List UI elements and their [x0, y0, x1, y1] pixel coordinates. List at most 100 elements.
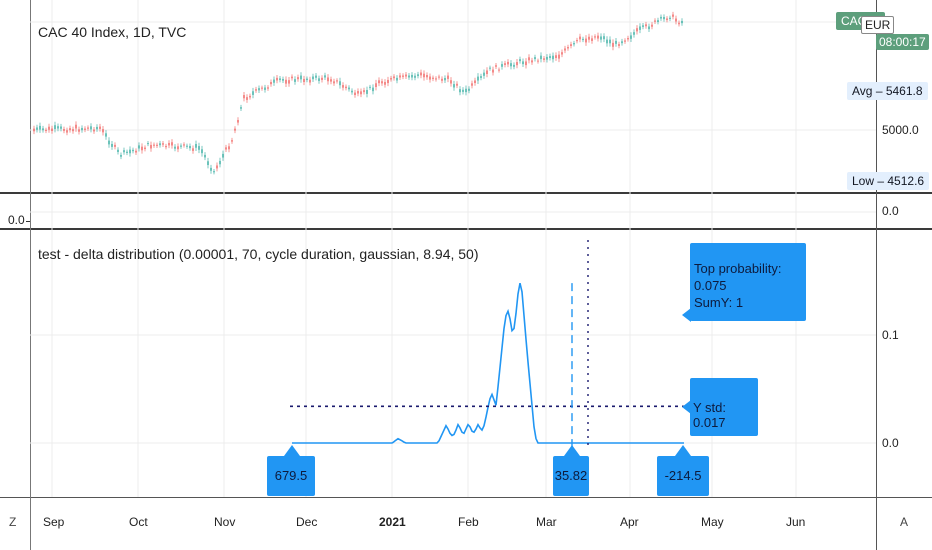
candle-body [435, 78, 437, 80]
low-label-text: Low [852, 174, 875, 188]
candle-body [573, 43, 575, 45]
candle-body [291, 76, 293, 79]
candle-body [642, 25, 644, 27]
indicator-plot [290, 240, 686, 455]
sumy-label: SumY: [694, 295, 733, 310]
ystd-callout: Y std: 0.017 [690, 378, 758, 436]
candle-body [525, 61, 527, 66]
candle-body [681, 20, 683, 24]
candle-body [156, 144, 158, 146]
candle-body [513, 64, 515, 67]
peak-cycle-pointer [564, 445, 580, 456]
candle-body [570, 44, 572, 47]
pane-divider-2[interactable] [0, 228, 932, 230]
time-axis-border [0, 497, 932, 498]
candle-body [558, 54, 560, 59]
candle-body [498, 69, 500, 71]
candle-body [666, 18, 668, 21]
candle-body [600, 36, 602, 40]
candle-body [618, 44, 620, 46]
time-label-2021: 2021 [379, 515, 406, 529]
auto-scale-button[interactable]: A [900, 515, 909, 529]
candle-body [141, 146, 143, 151]
candle-body [111, 143, 113, 147]
candle-body [660, 16, 662, 19]
candle-body [678, 22, 680, 25]
low-label: Low – 4512.6 [847, 172, 930, 190]
time-label-nov: Nov [214, 515, 236, 529]
candle-body [651, 24, 653, 27]
candle-body [531, 60, 533, 63]
indicator-axis-tick-0-0: 0.0 [882, 436, 899, 450]
candle-body [204, 154, 206, 158]
candle-body [609, 39, 611, 44]
time-label-mar: Mar [536, 515, 557, 529]
candle-body [543, 58, 545, 60]
candle-body [582, 38, 584, 41]
low-value: 4512.6 [887, 174, 925, 188]
candle-body [246, 97, 248, 100]
candle-body [438, 76, 440, 78]
time-label-feb: Feb [458, 515, 479, 529]
candle-body [360, 91, 362, 95]
candle-body [225, 147, 227, 150]
candle-body [219, 160, 221, 165]
candle-body [423, 73, 425, 78]
candle-body [279, 78, 281, 81]
candle-body [636, 28, 638, 32]
candle-body [507, 61, 509, 65]
avg-value: 5461.8 [885, 84, 923, 98]
candle-body [210, 167, 212, 171]
candle-body [444, 77, 446, 81]
candle-body [213, 171, 215, 173]
peak-cycle-value: 35.82 [554, 468, 588, 483]
candle-body [459, 89, 461, 93]
candle-body [528, 57, 530, 61]
candle-body [90, 126, 92, 130]
time-label-dec: Dec [296, 515, 318, 529]
candle-body [114, 144, 116, 147]
candle-body [195, 144, 197, 148]
candle-body [561, 52, 563, 55]
candle-body [462, 89, 464, 92]
candle-body [441, 78, 443, 81]
candle-body [45, 129, 47, 132]
candle-body [48, 126, 50, 130]
candle-body [555, 55, 557, 59]
indicator-axis-tick-0-1: 0.1 [882, 328, 899, 342]
candle-body [549, 56, 551, 59]
candle-body [552, 55, 554, 60]
candle-body [669, 17, 671, 19]
candle-body [612, 42, 614, 47]
candle-body [504, 63, 506, 65]
candle-body [585, 38, 587, 43]
candle-body [387, 79, 389, 84]
candle-body [591, 38, 593, 41]
candle-body [180, 145, 182, 147]
candle-body [411, 74, 413, 78]
time-label-apr: Apr [620, 515, 639, 529]
candle-body [342, 85, 344, 88]
candle-body [255, 89, 257, 91]
candle-body [273, 79, 275, 83]
candle-body [240, 107, 242, 109]
candle-body [654, 20, 656, 22]
candle-body [150, 144, 152, 149]
candle-body [522, 61, 524, 65]
candle-body [486, 70, 488, 75]
candle-body [303, 78, 305, 83]
candle-body [366, 90, 368, 94]
candle-body [330, 79, 332, 82]
candle-body [426, 75, 428, 78]
start-cycle-value: 679.5 [274, 468, 308, 483]
candle-body [657, 20, 659, 22]
candle-body [117, 149, 119, 152]
candle-body [162, 143, 164, 145]
pane-divider-1[interactable] [0, 192, 932, 194]
top-probability-callout: Top probability: 0.075 SumY: 1 [690, 243, 806, 321]
zoom-button[interactable]: Z [9, 515, 17, 529]
avg-label-text: Avg [852, 84, 873, 98]
candle-body [267, 87, 269, 89]
candle-body [96, 126, 98, 130]
currency-button[interactable]: EUR [861, 16, 895, 34]
